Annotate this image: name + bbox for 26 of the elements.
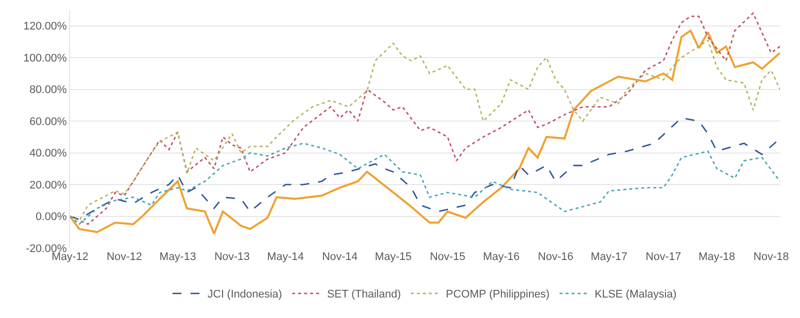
legend-label: SET (Thailand) [327,288,401,301]
legend-label: JCI (Indonesia) [208,288,282,301]
x-tick-label: Nov-12 [106,251,142,263]
x-tick-label: May-16 [482,251,520,263]
y-tick-label: 40.00% [29,148,68,160]
x-tick-label: Nov-17 [646,251,682,263]
y-tick-label: 120.00% [23,20,68,33]
x-tick-label: Nov-14 [322,251,358,263]
y-tick-label: 0.00% [36,211,68,224]
y-tick-label: 20.00% [29,179,68,192]
x-tick-label: Nov-16 [538,251,574,263]
legend-label: PCOMP (Philippines) [446,288,550,301]
x-tick-label: May-12 [52,251,88,263]
y-tick-label: 60.00% [29,116,68,128]
x-tick-label: May-18 [698,251,736,263]
legend-label: KLSE (Malaysia) [594,288,677,301]
x-tick-label: Nov-18 [753,251,789,263]
y-tick-label: 80.00% [29,84,68,96]
line-series [70,142,780,225]
x-tick-label: Nov-15 [430,251,466,263]
x-tick-label: Nov-13 [214,251,250,263]
x-tick-label: May-15 [374,251,412,263]
x-tick-label: May-13 [159,251,196,263]
x-tick-label: May-14 [267,251,304,263]
y-tick-label: 100.00% [23,52,68,64]
x-tick-label: May-17 [590,251,628,263]
